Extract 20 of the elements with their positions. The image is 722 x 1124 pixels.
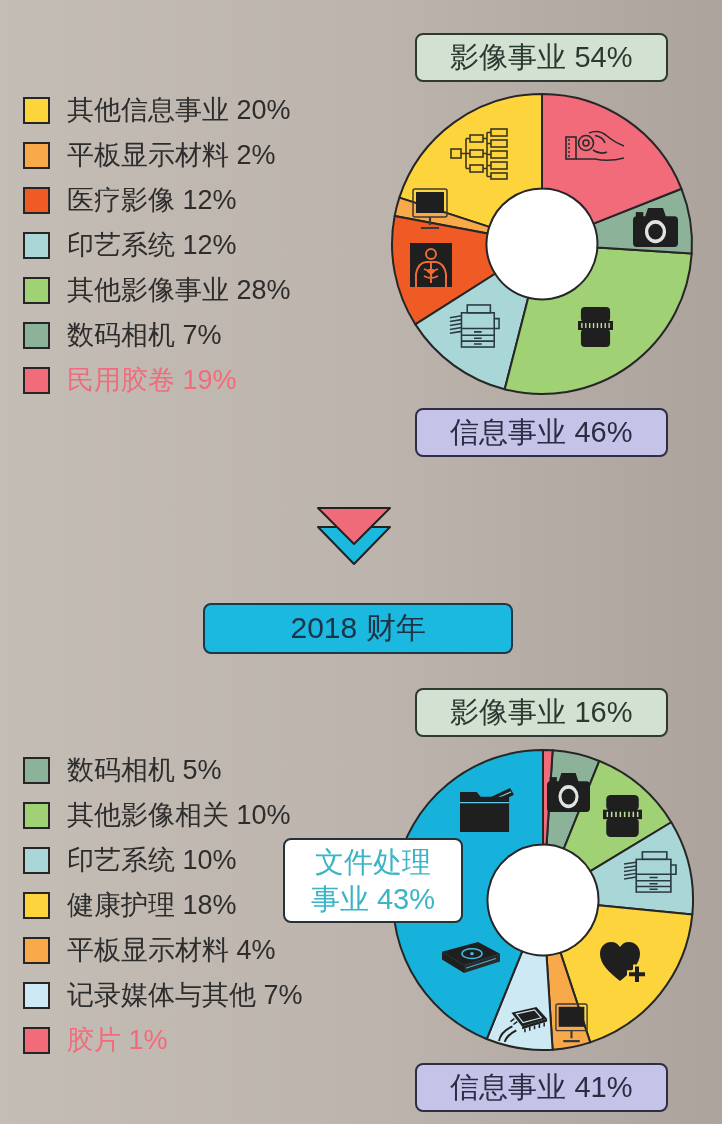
legend-label: 平板显示材料 2%: [67, 140, 276, 170]
legend-label: 平板显示材料 4%: [67, 935, 276, 965]
legend-label: 数码相机 7%: [67, 320, 222, 350]
chart-title: 2018 财年: [203, 603, 513, 654]
text: 信息事业 41%: [415, 1063, 668, 1112]
legend-label: 健康护理 18%: [67, 890, 237, 920]
legend-label: 其他影像事业 28%: [67, 275, 291, 305]
legend-label: 印艺系统 10%: [67, 845, 237, 875]
text: 影像事业 54%: [415, 33, 668, 82]
legend-label: 医疗影像 12%: [67, 185, 237, 215]
text: 信息事业 46%: [415, 408, 668, 457]
legend-label: 胶片 1%: [67, 1025, 168, 1055]
text: 文件处理事业 43%: [309, 845, 437, 917]
legend-label: 其他影像相关 10%: [67, 800, 291, 830]
text: 影像事业 16%: [415, 688, 668, 737]
legend-label: 民用胶卷 19%: [67, 365, 237, 395]
legend-label: 印艺系统 12%: [67, 230, 237, 260]
legend-label: 记录媒体与其他 7%: [67, 980, 303, 1010]
legend-label: 数码相机 5%: [67, 755, 222, 785]
legend-label: 其他信息事业 20%: [67, 95, 291, 125]
